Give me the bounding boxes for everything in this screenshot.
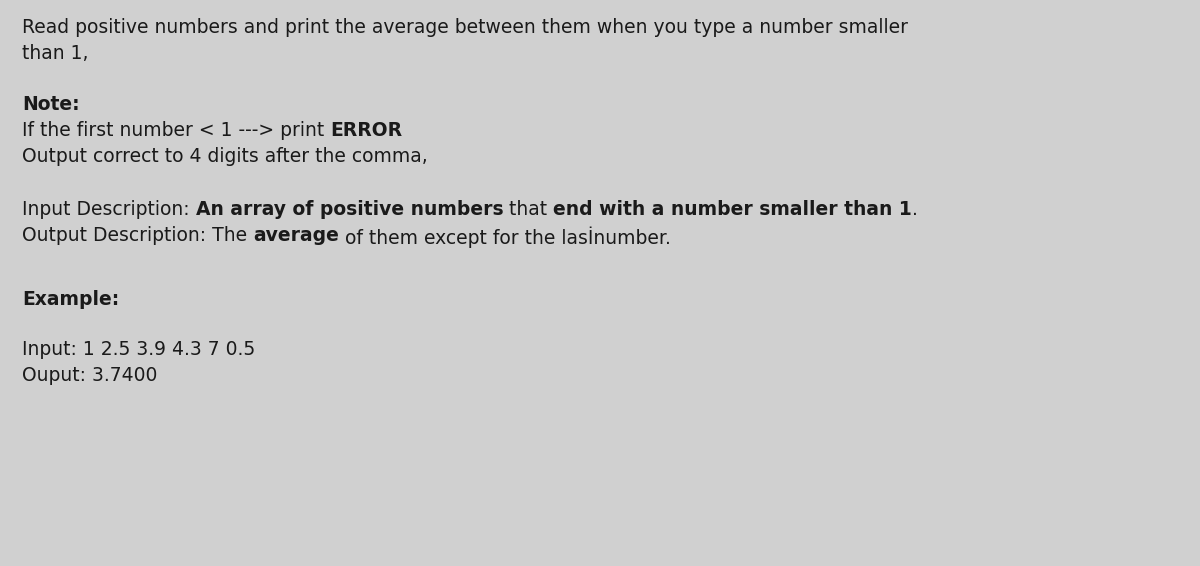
Text: average: average (253, 226, 340, 245)
Text: end with a number smaller than 1: end with a number smaller than 1 (553, 200, 912, 219)
Text: If the first number < 1 ---> print: If the first number < 1 ---> print (22, 121, 330, 140)
Text: ERROR: ERROR (330, 121, 402, 140)
Text: that: that (503, 200, 553, 219)
Text: Input: 1 2.5 3.9 4.3 7 0.5: Input: 1 2.5 3.9 4.3 7 0.5 (22, 340, 256, 359)
Text: Output correct to 4 digits after the comma,: Output correct to 4 digits after the com… (22, 147, 427, 166)
Text: of them except for the lasİnumber.: of them except for the lasİnumber. (340, 226, 671, 247)
Text: Ouput: 3.7400: Ouput: 3.7400 (22, 366, 157, 385)
Text: Output Description: The: Output Description: The (22, 226, 253, 245)
Text: Example:: Example: (22, 290, 119, 309)
Text: than 1,: than 1, (22, 44, 89, 63)
Text: Read positive numbers and print the average between them when you type a number : Read positive numbers and print the aver… (22, 18, 908, 37)
Text: Input Description:: Input Description: (22, 200, 196, 219)
Text: An array of positive numbers: An array of positive numbers (196, 200, 503, 219)
Text: .: . (912, 200, 918, 219)
Text: Note:: Note: (22, 95, 79, 114)
